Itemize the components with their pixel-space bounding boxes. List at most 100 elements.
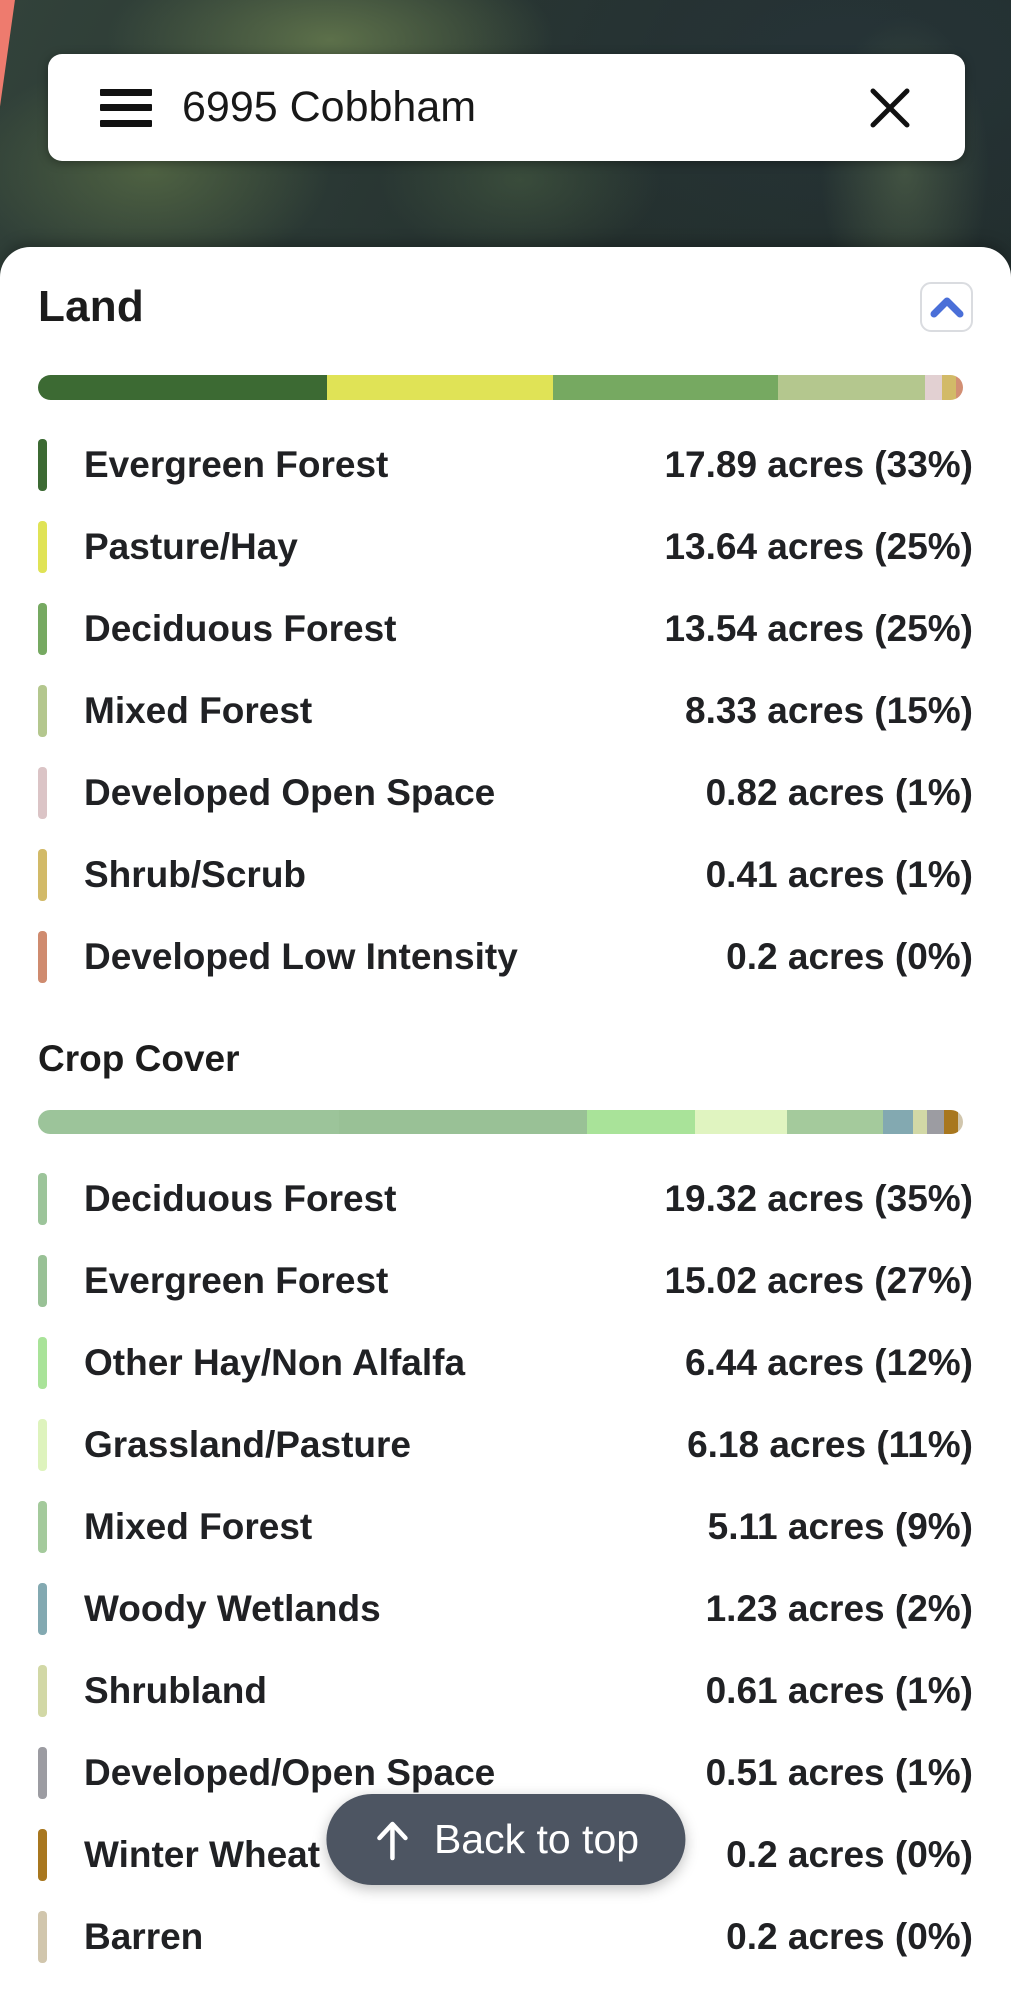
crop-type-label: Barren <box>84 1916 204 1957</box>
color-indicator <box>38 1665 47 1717</box>
list-item: Other Hay/Non Alfalfa 6.44 acres (12%) <box>38 1322 973 1404</box>
bar-segment-barren <box>958 1110 963 1134</box>
color-indicator <box>38 439 47 491</box>
list-item: Deciduous Forest 13.54 acres (25%) <box>38 588 973 670</box>
list-item: Grassland/Pasture 6.18 acres (11%) <box>38 1404 973 1486</box>
list-item: Developed Low Intensity 0.2 acres (0%) <box>38 916 973 998</box>
list-item: Deciduous Forest 19.32 acres (35%) <box>38 1158 973 1240</box>
bar-segment-deciduous-forest <box>38 1110 339 1134</box>
color-indicator <box>38 1583 47 1635</box>
list-item: Pasture/Hay 13.64 acres (25%) <box>38 506 973 588</box>
crop-type-label: Deciduous Forest <box>84 1178 397 1219</box>
color-indicator <box>38 1173 47 1225</box>
crop-type-label: Grassland/Pasture <box>84 1424 411 1465</box>
bar-segment-winter-wheat <box>944 1110 959 1134</box>
land-type-value: 13.54 acres (25%) <box>664 608 973 649</box>
crop-type-value: 0.51 acres (1%) <box>705 1752 973 1793</box>
crop-cover-bar <box>38 1110 963 1134</box>
crop-type-value: 15.02 acres (27%) <box>664 1260 973 1301</box>
land-type-label: Mixed Forest <box>84 690 313 731</box>
land-type-value: 0.82 acres (1%) <box>705 772 973 813</box>
crop-type-value: 6.44 acres (12%) <box>685 1342 973 1383</box>
bar-segment-shrubland <box>913 1110 927 1134</box>
list-item: Evergreen Forest 17.89 acres (33%) <box>38 424 973 506</box>
crop-type-label: Woody Wetlands <box>84 1588 381 1629</box>
color-indicator <box>38 685 47 737</box>
bar-segment-woody-wetlands <box>883 1110 914 1134</box>
bar-segment-evergreen-forest <box>338 1110 587 1134</box>
color-indicator <box>38 849 47 901</box>
bar-segment-developed-low-intensity <box>956 375 963 400</box>
land-cover-bar <box>38 375 963 400</box>
bar-segment-deciduous-forest <box>553 375 778 400</box>
crop-type-value: 6.18 acres (11%) <box>687 1424 973 1465</box>
bar-segment-developed-open-space <box>925 375 942 400</box>
land-type-value: 0.2 acres (0%) <box>726 936 973 977</box>
bar-segment-mixed-forest <box>777 375 926 400</box>
land-info-panel: Land Evergreen Forest 17.89 acres (33%) … <box>0 247 1011 2000</box>
land-section-title: Land <box>38 282 144 331</box>
land-type-value: 17.89 acres (33%) <box>664 444 973 485</box>
list-item: Winter Wheat 0.2 acres (0%) <box>38 1814 973 1896</box>
land-type-label: Pasture/Hay <box>84 526 298 567</box>
list-item: Woody Wetlands 1.23 acres (2%) <box>38 1568 973 1650</box>
color-indicator <box>38 767 47 819</box>
bar-segment-evergreen-forest <box>38 375 327 400</box>
bar-segment-other-hay-non-alfalfa <box>586 1110 695 1134</box>
crop-cover-title: Crop Cover <box>38 1038 240 1079</box>
land-type-label: Developed Low Intensity <box>84 936 518 977</box>
crop-type-label: Mixed Forest <box>84 1506 313 1547</box>
list-item: Mixed Forest 8.33 acres (15%) <box>38 670 973 752</box>
land-type-label: Deciduous Forest <box>84 608 397 649</box>
crop-type-label: Shrubland <box>84 1670 267 1711</box>
list-item: Mixed Forest 5.11 acres (9%) <box>38 1486 973 1568</box>
crop-type-label: Evergreen Forest <box>84 1260 389 1301</box>
crop-type-value: 0.61 acres (1%) <box>705 1670 973 1711</box>
color-indicator <box>38 521 47 573</box>
collapse-section-button[interactable] <box>920 282 973 332</box>
color-indicator <box>38 1829 47 1881</box>
color-indicator <box>38 1911 47 1963</box>
land-type-value: 8.33 acres (15%) <box>685 690 973 731</box>
crop-type-value: 1.23 acres (2%) <box>705 1588 973 1629</box>
color-indicator <box>38 1501 47 1553</box>
bar-segment-pasture-hay <box>326 375 554 400</box>
search-input[interactable]: 6995 Cobbham <box>182 83 477 131</box>
list-item: Evergreen Forest 15.02 acres (27%) <box>38 1240 973 1322</box>
arrow-up-icon <box>376 1821 408 1860</box>
crop-type-label: Winter Wheat <box>84 1834 321 1875</box>
land-section-header: Land <box>38 281 973 333</box>
list-item: Developed Open Space 0.82 acres (1%) <box>38 752 973 834</box>
color-indicator <box>38 1255 47 1307</box>
color-indicator <box>38 1747 47 1799</box>
bar-segment-mixed-forest <box>787 1110 884 1134</box>
color-indicator <box>38 931 47 983</box>
color-indicator <box>38 603 47 655</box>
land-cover-list: Evergreen Forest 17.89 acres (33%) Pastu… <box>38 424 973 998</box>
land-type-label: Shrub/Scrub <box>84 854 307 895</box>
bar-segment-grassland-pasture <box>694 1110 788 1134</box>
list-item: Developed/Open Space 0.51 acres (1%) <box>38 1732 973 1814</box>
bar-segment-shrub-scrub <box>941 375 957 400</box>
list-item: Shrub/Scrub 0.41 acres (1%) <box>38 834 973 916</box>
search-bar[interactable]: 6995 Cobbham <box>48 54 965 161</box>
hamburger-menu-icon[interactable] <box>100 88 152 127</box>
crop-type-value: 19.32 acres (35%) <box>664 1178 973 1219</box>
land-type-value: 13.64 acres (25%) <box>664 526 973 567</box>
list-item: Barren 0.2 acres (0%) <box>38 1896 973 1978</box>
color-indicator <box>38 1419 47 1471</box>
back-to-top-button[interactable]: Back to top <box>325 1794 686 1885</box>
bar-segment-developed-open-space <box>926 1110 945 1134</box>
land-type-label: Evergreen Forest <box>84 444 389 485</box>
land-type-label: Developed Open Space <box>84 772 496 813</box>
crop-type-value: 5.11 acres (9%) <box>707 1506 973 1547</box>
crop-type-value: 0.2 acres (0%) <box>726 1834 973 1875</box>
land-type-value: 0.41 acres (1%) <box>705 854 973 895</box>
color-indicator <box>38 1337 47 1389</box>
close-icon[interactable] <box>867 85 913 131</box>
back-to-top-label: Back to top <box>433 1816 640 1862</box>
chevron-up-icon <box>930 297 963 318</box>
list-item: Shrubland 0.61 acres (1%) <box>38 1650 973 1732</box>
crop-type-label: Developed/Open Space <box>84 1752 496 1793</box>
crop-type-value: 0.2 acres (0%) <box>726 1916 973 1957</box>
